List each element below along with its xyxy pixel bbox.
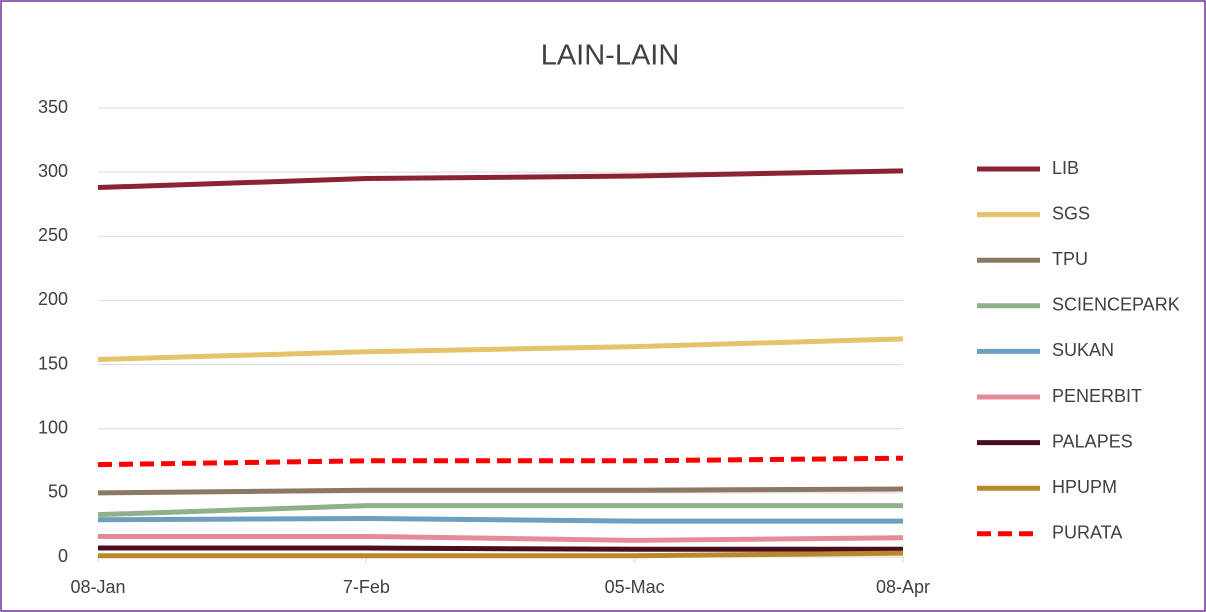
series-line: [98, 533, 904, 543]
x-tick-label: 08-Jan: [70, 577, 125, 597]
legend-label: PENERBIT: [1052, 386, 1142, 406]
y-tick-label: 250: [38, 225, 68, 245]
series-line: [98, 545, 903, 552]
chart-title: LAIN-LAIN: [541, 40, 680, 72]
legend-label: PALAPES: [1052, 431, 1133, 451]
legend-label: LIB: [1052, 158, 1079, 178]
series-line: [98, 550, 904, 559]
series-line: [97, 486, 904, 496]
legend-label: HPUPM: [1052, 477, 1117, 497]
legend-label: PURATA: [1052, 523, 1122, 543]
series-line: [97, 336, 904, 362]
y-tick-label: 100: [38, 417, 68, 437]
legend-label: SGS: [1052, 203, 1090, 223]
y-tick-label: 50: [48, 482, 68, 502]
x-tick-label: 08-Apr: [876, 577, 930, 597]
x-tick-label: 7-Feb: [343, 577, 390, 597]
y-tick-label: 0: [58, 546, 68, 566]
series-line: [97, 503, 903, 518]
y-tick-label: 150: [38, 353, 68, 373]
y-tick-label: 300: [38, 161, 68, 181]
series-line: [97, 516, 903, 524]
y-tick-label: 200: [38, 289, 68, 309]
legend-label: SUKAN: [1052, 340, 1114, 360]
series-line: [97, 168, 904, 191]
series-line: [97, 455, 904, 468]
y-tick-label: 350: [38, 97, 68, 117]
legend-label: SCIENCEPARK: [1052, 295, 1180, 315]
x-tick-label: 05-Mac: [605, 577, 665, 597]
legend-label: TPU: [1052, 249, 1088, 269]
